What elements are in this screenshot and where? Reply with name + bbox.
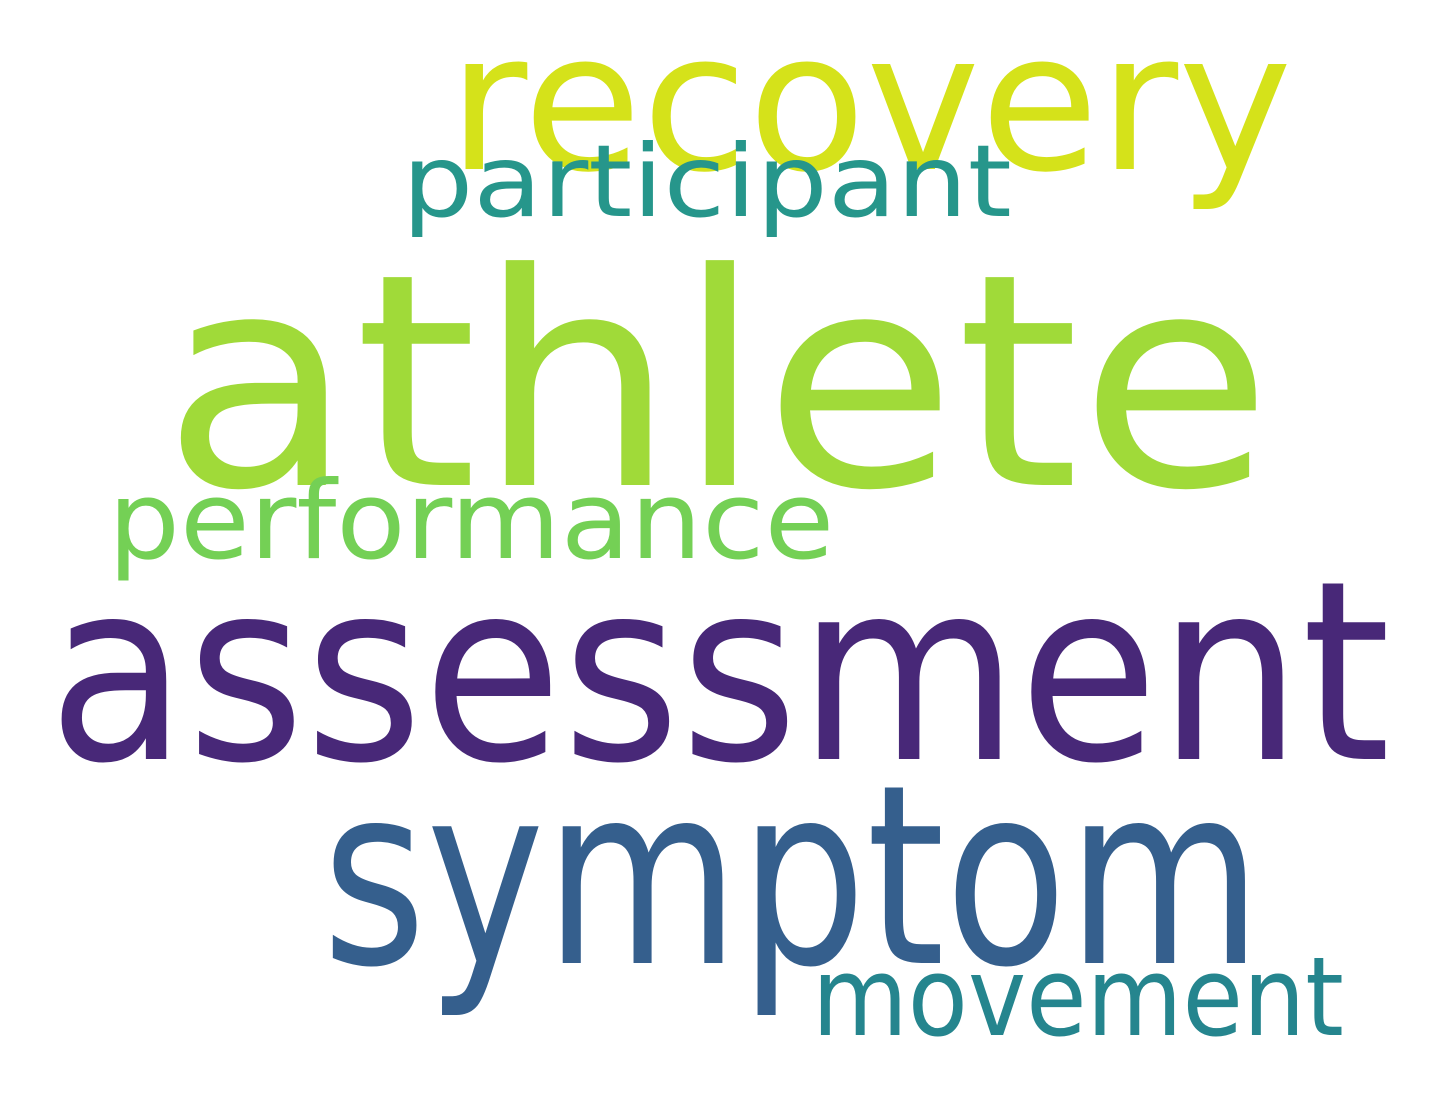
word-movement: movement [812, 933, 1344, 1061]
word-recovery: recovery [448, 0, 1293, 215]
word-participant: participant [402, 123, 1012, 240]
word-athlete: athlete [162, 210, 1273, 555]
word-assessment: assessment [48, 527, 1391, 818]
word-symptom: symptom [322, 731, 1262, 1022]
word-performance: performance [108, 459, 835, 584]
